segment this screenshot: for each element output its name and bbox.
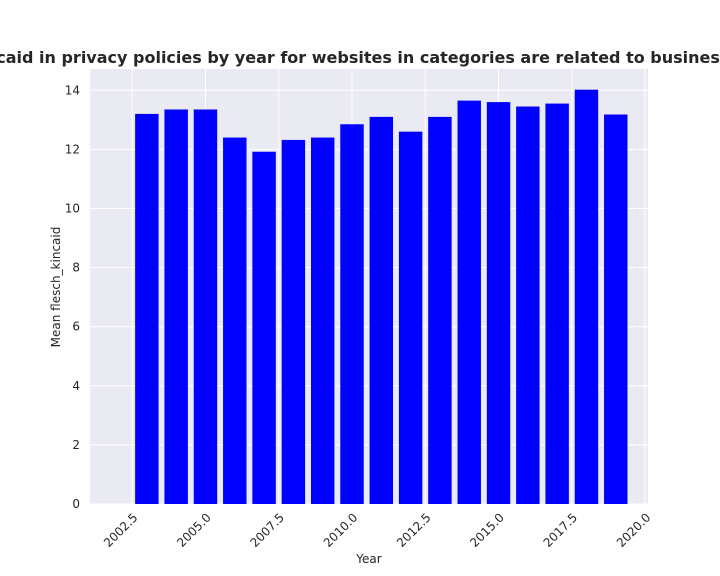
y-axis-ticks: 0 2 4 6 8 10 12 14 — [65, 83, 80, 511]
x-tick-label: 2002.5 — [101, 510, 141, 550]
bar — [486, 102, 511, 504]
bar — [457, 100, 481, 505]
bar — [398, 131, 423, 504]
bar — [135, 113, 159, 504]
y-tick-label: 6 — [72, 320, 80, 334]
x-tick-label: 2017.5 — [541, 510, 581, 550]
y-tick-label: 10 — [65, 201, 80, 215]
y-tick-label: 0 — [72, 497, 80, 511]
y-tick-label: 8 — [72, 261, 80, 275]
x-axis-label: Year — [355, 552, 381, 566]
x-tick-label: 2010.0 — [321, 510, 361, 550]
bar — [223, 137, 247, 504]
bar — [545, 103, 569, 504]
x-tick-label: 2005.0 — [174, 510, 214, 550]
x-tick-label: 2020.0 — [614, 510, 654, 550]
bar — [252, 151, 276, 504]
x-tick-label: 2015.0 — [467, 510, 507, 550]
x-axis-ticks: 2002.5 2005.0 2007.5 2010.0 2012.5 2015.0 2017… — [101, 510, 653, 550]
bar — [516, 106, 540, 504]
bar — [574, 89, 599, 504]
x-tick-label: 2012.5 — [394, 510, 434, 550]
y-tick-label: 2 — [72, 438, 80, 452]
bar — [428, 116, 452, 504]
bars — [135, 89, 628, 505]
y-axis-label: Mean flesch_kincaid — [49, 227, 63, 348]
bar — [164, 109, 188, 505]
bar — [310, 137, 335, 504]
y-tick-label: 14 — [65, 83, 80, 97]
y-tick-label: 4 — [72, 379, 80, 393]
x-tick-label: 2007.5 — [247, 510, 287, 550]
bar — [193, 109, 218, 505]
bar — [604, 114, 628, 504]
chart-title: Mean flesch_kincaid in privacy policies … — [0, 48, 720, 67]
bar — [340, 124, 364, 505]
bar — [369, 116, 394, 504]
bar — [281, 139, 306, 504]
y-tick-label: 12 — [65, 142, 80, 156]
